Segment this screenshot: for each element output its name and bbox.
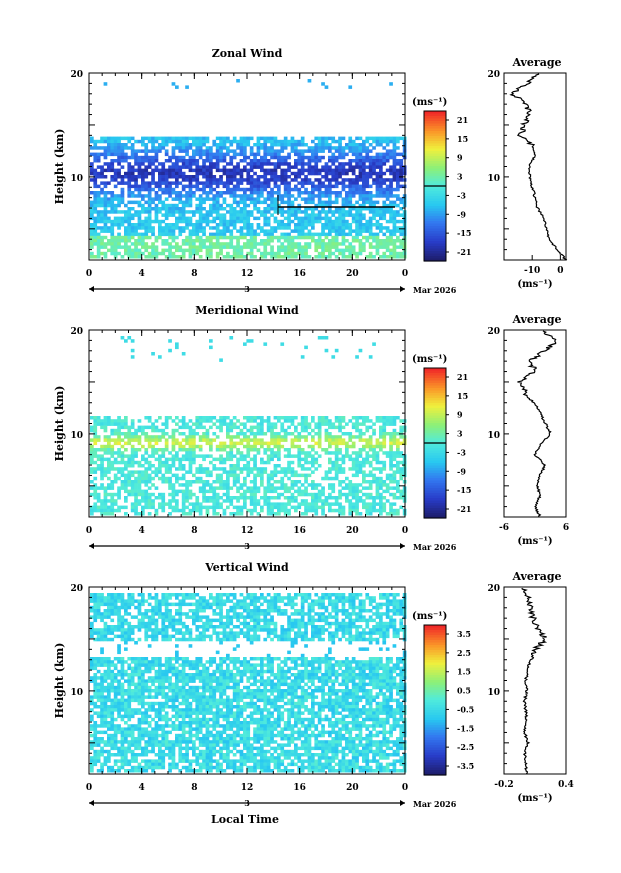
colorbar-label: -3 <box>457 190 466 200</box>
profile-x-tick-label: -6 <box>499 523 509 533</box>
profile-line <box>509 73 568 261</box>
x-tick-label: 12 <box>241 269 254 279</box>
date-label: Mar 2026 <box>413 799 457 809</box>
heatmap-cells <box>90 593 407 773</box>
colorbar <box>424 368 446 519</box>
colorbar-label: -15 <box>457 228 471 238</box>
x-tick-label: 20 <box>346 269 359 279</box>
y-tick-label: 20 <box>70 327 83 337</box>
colorbar-label: 21 <box>457 115 468 125</box>
colorbar <box>424 625 446 776</box>
x-tick-label: 4 <box>139 526 145 536</box>
y-tick-label: 10 <box>70 174 83 184</box>
date-label: Mar 2026 <box>413 542 457 552</box>
x-tick-label: 0 <box>86 526 92 536</box>
y-tick-label: 20 <box>70 584 83 594</box>
colorbar-label: -3.5 <box>457 761 474 771</box>
x-tick-label: 16 <box>293 783 306 793</box>
panel-title: Meridional Wind <box>195 304 299 317</box>
colorbar-label: 15 <box>457 391 468 401</box>
x-tick-label: 0 <box>86 269 92 279</box>
profile-line <box>521 587 548 775</box>
profile-line <box>517 330 557 518</box>
x-tick-label: 4 <box>139 269 145 279</box>
colorbar-label: 3 <box>457 172 463 182</box>
x-tick-label: 0 <box>402 526 408 536</box>
profile-frame <box>503 72 567 261</box>
y-axis-label: Height (km) <box>53 386 66 462</box>
x-tick-label: 20 <box>346 783 359 793</box>
panel-title: Zonal Wind <box>212 47 283 60</box>
x-tick-label: 16 <box>293 526 306 536</box>
x-tick-label: 4 <box>139 783 145 793</box>
profile-x-tick-label: 6 <box>563 523 569 533</box>
profile-y-tick-label: 20 <box>487 584 500 594</box>
colorbar-label: -3 <box>457 447 466 457</box>
x-tick-label: 12 <box>241 526 254 536</box>
panel-2: Meridional Wind 0 4 8 12 16 20 0 20 10 Height (km)… <box>53 304 569 552</box>
x-tick-label: 20 <box>346 526 359 536</box>
colorbar-label: -0.5 <box>457 704 474 714</box>
x-tick-label: 8 <box>191 526 197 536</box>
day-label: 3 <box>244 541 250 551</box>
colorbar-label: 2.5 <box>457 648 471 658</box>
profile-y-tick-label: 10 <box>487 688 500 698</box>
profile-y-tick-label: 20 <box>487 327 500 337</box>
profile-title: Average <box>511 570 561 583</box>
heatmap-cells <box>90 79 407 259</box>
profile-x-label: (ms⁻¹) <box>517 536 552 547</box>
x-tick-label: 0 <box>86 783 92 793</box>
colorbar-label: -2.5 <box>457 742 474 752</box>
x-tick-label: 0 <box>402 783 408 793</box>
panel-3: Vertical Wind 0 4 8 12 16 20 0 20 10 Height (km) 3 M… <box>53 561 574 809</box>
colorbar-unit: (ms⁻¹) <box>412 354 447 365</box>
colorbar-unit: (ms⁻¹) <box>412 97 447 108</box>
colorbar-label: -9 <box>457 466 466 476</box>
colorbar-label: -15 <box>457 485 471 495</box>
colorbar-label: -21 <box>457 504 471 514</box>
profile-x-tick-label: 0 <box>557 266 563 276</box>
colorbar <box>424 111 446 262</box>
day-label: 3 <box>244 284 250 294</box>
colorbar-label: 1.5 <box>457 667 471 677</box>
colorbar-label: 9 <box>457 153 463 163</box>
profile-y-tick-label: 10 <box>487 174 500 184</box>
profile-y-tick-label: 20 <box>487 70 500 80</box>
colorbar-label: 21 <box>457 372 468 382</box>
x-tick-label: 16 <box>293 269 306 279</box>
day-label: 3 <box>244 798 250 808</box>
profile-x-tick-label: -0.2 <box>494 780 513 790</box>
y-tick-label: 10 <box>70 431 83 441</box>
colorbar-label: 0.5 <box>457 686 471 696</box>
x-tick-label: 12 <box>241 783 254 793</box>
profile-x-tick-label: -10 <box>524 266 540 276</box>
heatmap-cells <box>90 336 407 516</box>
colorbar-label: -9 <box>457 209 466 219</box>
profile-x-label: (ms⁻¹) <box>517 279 552 290</box>
panel-1: Zonal Wind 0 4 8 12 16 20 0 20 10 Height (km) 3 Mar … <box>53 47 568 295</box>
y-axis-label: Height (km) <box>53 643 66 719</box>
profile-title: Average <box>511 56 561 69</box>
y-tick-label: 10 <box>70 688 83 698</box>
y-axis-label: Height (km) <box>53 129 66 205</box>
colorbar-label: 3 <box>457 429 463 439</box>
profile-x-label: (ms⁻¹) <box>517 793 552 804</box>
profile-x-tick-label: 0.4 <box>558 780 574 790</box>
colorbar-label: 9 <box>457 410 463 420</box>
x-tick-label: 0 <box>402 269 408 279</box>
colorbar-label: -1.5 <box>457 723 474 733</box>
panel-title: Vertical Wind <box>204 561 289 574</box>
x-axis-label: Local Time <box>211 813 279 826</box>
y-tick-label: 20 <box>70 70 83 80</box>
colorbar-label: 3.5 <box>457 629 471 639</box>
profile-title: Average <box>511 313 561 326</box>
x-tick-label: 8 <box>191 269 197 279</box>
x-tick-label: 8 <box>191 783 197 793</box>
colorbar-label: -21 <box>457 247 471 257</box>
colorbar-unit: (ms⁻¹) <box>412 611 447 622</box>
profile-y-tick-label: 10 <box>487 431 500 441</box>
colorbar-label: 15 <box>457 134 468 144</box>
date-label: Mar 2026 <box>413 285 457 295</box>
